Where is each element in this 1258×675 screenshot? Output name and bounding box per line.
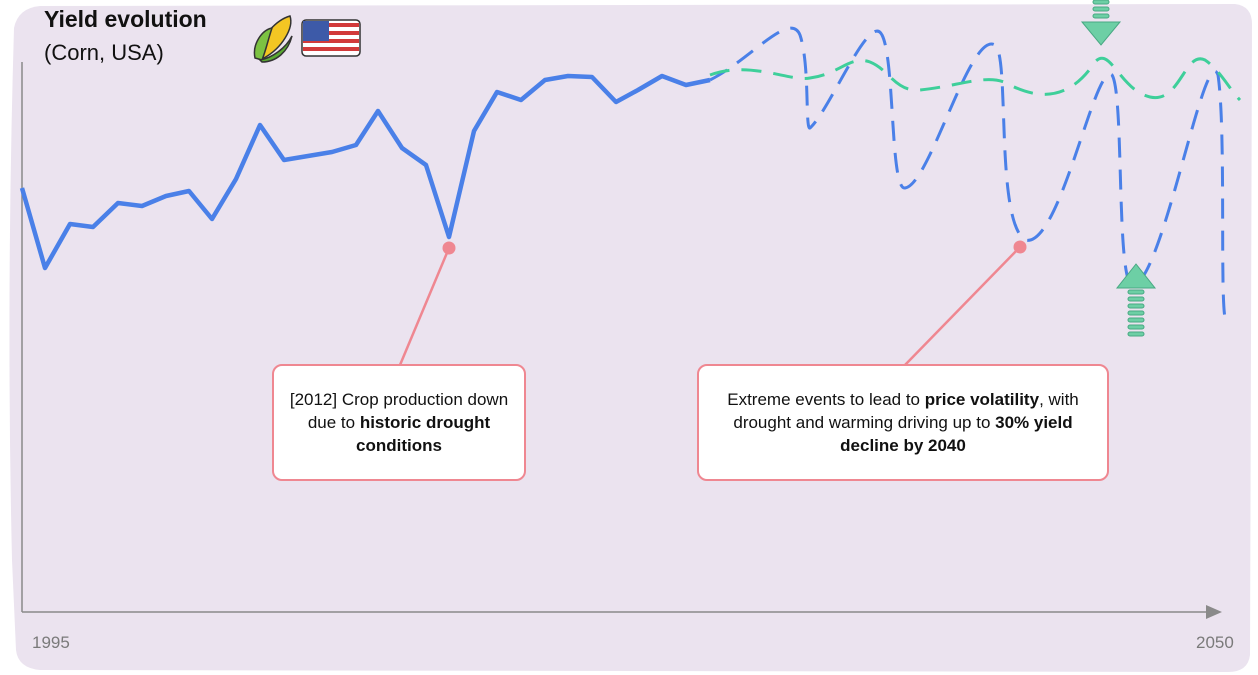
emphasis: price volatility — [924, 390, 1040, 409]
annotation-box: Extreme events to lead to price volatili… — [697, 364, 1109, 481]
us-flag-icon — [301, 19, 361, 57]
subtitle: (Corn, USA) — [44, 40, 164, 65]
emphasis: historic drought conditions — [356, 413, 491, 455]
up-arrow-icon — [1115, 263, 1157, 337]
volatile-projection — [709, 26, 1227, 319]
connector — [398, 247, 451, 366]
stable-projection — [709, 56, 1242, 102]
axis-arrow — [1206, 605, 1222, 619]
annotation-text: Extreme events to lead to price volatili… — [713, 388, 1093, 457]
axis-start-label: 1995 — [32, 633, 70, 652]
highlight-dot — [442, 241, 456, 255]
annotation-box: [2012] Crop production down due to histo… — [272, 364, 526, 481]
historic-line — [19, 73, 711, 271]
connector — [904, 246, 1021, 366]
annotation-text: [2012] Crop production down due to histo… — [288, 388, 510, 457]
emphasis: 30% yield decline by 2040 — [840, 413, 1073, 455]
text: [2012] Crop production down due to — [289, 390, 509, 432]
card — [9, 4, 1252, 672]
axis-end-label: 2050 — [1196, 633, 1234, 652]
text: Extreme events to lead to — [727, 390, 925, 409]
highlight-dot — [1013, 240, 1027, 254]
down-arrow-icon — [1080, 0, 1122, 46]
corn-icon — [253, 15, 293, 63]
text: , with drought and warming driving up to — [733, 390, 1079, 432]
title: Yield evolution — [44, 6, 207, 32]
